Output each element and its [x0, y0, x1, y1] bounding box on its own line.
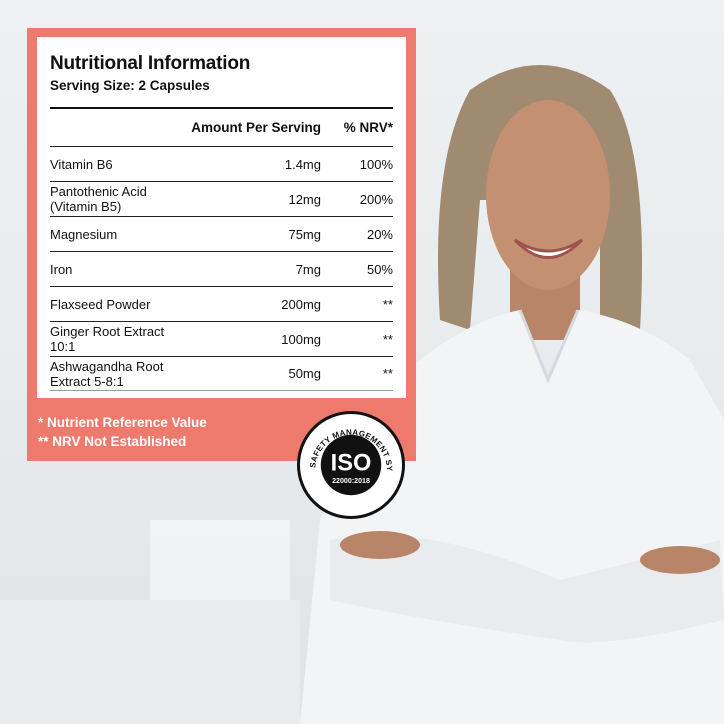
- table-header: Amount Per Serving % NRV*: [50, 107, 393, 146]
- badge-standard: 22000:2018: [332, 477, 370, 485]
- nutrient-amount: 12mg: [288, 191, 321, 207]
- footnotes: * Nutrient Reference Value ** NRV Not Es…: [37, 398, 406, 451]
- header-amount: Amount Per Serving: [191, 120, 321, 135]
- nutrient-name: Flaxseed Powder: [50, 296, 151, 312]
- nutrition-table-panel: Nutritional Information Serving Size: 2 …: [37, 37, 406, 398]
- nutrient-nrv: **: [382, 296, 393, 312]
- nutrient-row: Vitamin B6 1.4mg 100%: [50, 146, 393, 181]
- footnote-nrv: * Nutrient Reference Value: [38, 415, 207, 430]
- nutrient-amount: 200mg: [281, 296, 321, 312]
- nutrient-amount: 100mg: [281, 331, 321, 347]
- footnote-not-established: ** NRV Not Established: [38, 434, 187, 449]
- nutrient-name: Vitamin B6: [50, 156, 113, 172]
- nutrient-nrv: 100%: [359, 156, 393, 172]
- nutrient-row: Flaxseed Powder 200mg **: [50, 286, 393, 321]
- iso-certification-badge: FOOD SAFETY MANAGEMENT SYSTEM ISO 22000:…: [297, 407, 405, 519]
- nutrient-nrv: 50%: [366, 261, 393, 277]
- nutrient-amount: 75mg: [288, 226, 321, 242]
- nutrient-row: Magnesium 75mg 20%: [50, 216, 393, 251]
- serving-size: Serving Size: 2 Capsules: [50, 78, 210, 93]
- nutrient-row: Ashwagandha Root Extract 5-8:1 50mg **: [50, 356, 393, 391]
- nutrient-nrv: 20%: [366, 226, 393, 242]
- nutrient-name: Ashwagandha Root Extract 5-8:1: [50, 358, 164, 389]
- nutrient-amount: 7mg: [295, 261, 321, 277]
- header-nrv: % NRV*: [343, 120, 393, 135]
- nutrient-row: Pantothenic Acid (Vitamin B5) 12mg 200%: [50, 181, 393, 216]
- nutrient-row: Ginger Root Extract 10:1 100mg **: [50, 321, 393, 356]
- badge-iso: ISO: [331, 451, 372, 477]
- nutrient-row: Iron 7mg 50%: [50, 251, 393, 286]
- nutrient-amount: 1.4mg: [284, 156, 321, 172]
- nutrient-nrv: **: [382, 331, 393, 347]
- nutrient-amount: 50mg: [288, 366, 321, 381]
- nutrient-name: Magnesium: [50, 226, 118, 242]
- nutrient-nrv: **: [382, 366, 393, 381]
- label-title: Nutritional Information: [50, 53, 251, 74]
- nutrient-name: Pantothenic Acid (Vitamin B5): [50, 184, 147, 214]
- nutrient-nrv: 200%: [359, 191, 393, 207]
- nutrient-name: Iron: [50, 261, 73, 277]
- nutrient-rows: Vitamin B6 1.4mg 100% Pantothenic Acid (Vit…: [50, 146, 393, 391]
- nutrition-label-card: Nutritional Information Serving Size: 2 …: [27, 28, 416, 461]
- nutrient-name: Ginger Root Extract 10:1: [50, 324, 165, 354]
